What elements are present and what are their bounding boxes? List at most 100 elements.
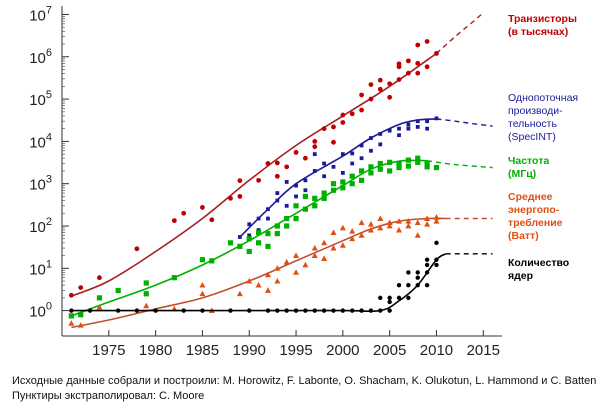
data-point	[255, 229, 262, 236]
chart-area: 1975 1980 1985 1990 1995 2000 2005 2010 20151001…	[29, 4, 578, 359]
data-point	[256, 216, 261, 221]
footer-source: Исходные данные собрали и построили: M. …	[12, 375, 597, 387]
data-point	[396, 61, 402, 67]
data-point	[396, 160, 402, 167]
x-tick-label: 1980	[139, 342, 172, 359]
data-point	[330, 229, 337, 235]
data-point	[246, 236, 252, 242]
data-point	[405, 70, 411, 76]
data-point	[265, 243, 271, 249]
data-point	[294, 183, 298, 188]
data-point	[358, 232, 365, 238]
data-point	[78, 285, 84, 290]
data-point	[406, 122, 411, 127]
y-tick-exponent: 2	[46, 216, 52, 228]
legend-label-line: тельность	[508, 118, 557, 130]
data-point	[96, 295, 103, 301]
data-point	[377, 166, 383, 172]
data-point	[367, 221, 374, 227]
data-point	[387, 168, 393, 174]
data-point	[368, 170, 374, 176]
x-tick-label: 1985	[186, 342, 219, 359]
data-point	[69, 308, 74, 313]
data-point	[237, 235, 242, 239]
y-tick-label: 104	[29, 131, 52, 151]
data-point	[312, 169, 317, 173]
data-point	[397, 126, 401, 131]
y-tick-exponent: 3	[46, 174, 52, 186]
data-point	[350, 161, 355, 166]
series-trend-line	[71, 159, 428, 317]
y-tick-base: 10	[29, 304, 46, 321]
data-point	[405, 163, 411, 169]
data-point	[424, 257, 430, 262]
data-point	[424, 160, 430, 167]
data-point	[321, 255, 328, 261]
data-point	[237, 243, 243, 249]
y-tick-exponent: 4	[46, 131, 52, 143]
data-point	[311, 252, 318, 258]
data-point	[255, 281, 262, 288]
data-point	[265, 308, 271, 313]
data-point	[377, 215, 384, 221]
data-point	[331, 139, 336, 145]
data-point	[377, 86, 383, 92]
x-tick-label: 2010	[420, 342, 453, 359]
y-tick-label: 106	[29, 47, 52, 67]
data-point	[266, 207, 270, 212]
data-point	[77, 322, 84, 328]
legend-label: Транзисторы (в тысячах)	[508, 13, 577, 38]
data-point	[143, 280, 149, 286]
data-point	[424, 262, 430, 268]
data-point	[405, 222, 412, 229]
data-point	[425, 126, 430, 131]
data-point	[143, 291, 149, 297]
data-point	[415, 282, 420, 288]
series-extrapolation-line	[427, 160, 493, 169]
y-tick-base: 10	[29, 219, 46, 236]
data-point	[143, 302, 150, 309]
legend-label-line: Среднее	[508, 191, 553, 203]
data-point	[340, 112, 346, 118]
data-point	[274, 265, 281, 271]
data-point	[171, 218, 177, 224]
y-tick-exponent: 5	[46, 89, 52, 101]
data-point	[237, 178, 243, 184]
y-tick-base: 10	[29, 177, 46, 194]
data-point	[396, 165, 402, 171]
data-point	[350, 151, 355, 156]
data-point	[340, 120, 346, 125]
data-point	[256, 177, 261, 183]
y-tick-exponent: 1	[46, 258, 52, 270]
data-point	[340, 179, 346, 185]
legend-label-line: Транзисторы	[508, 13, 577, 25]
y-tick-base: 10	[29, 134, 46, 151]
data-point	[415, 42, 421, 48]
data-point	[387, 94, 393, 100]
data-point	[247, 308, 252, 313]
data-point	[349, 181, 355, 187]
data-point	[274, 223, 280, 229]
footer-extrapolation-note: Пунктиры экстраполировал: C. Moore	[12, 390, 205, 402]
data-point	[274, 277, 281, 284]
y-tick-label: 101	[29, 258, 52, 278]
data-point	[275, 198, 280, 203]
data-point	[359, 107, 364, 113]
data-point	[153, 308, 158, 313]
data-point	[378, 295, 383, 301]
data-point	[424, 215, 431, 221]
data-point	[358, 168, 365, 174]
data-point	[228, 195, 233, 201]
series-extrapolation-line	[436, 12, 484, 54]
data-point	[330, 181, 337, 187]
y-tick-base: 10	[29, 92, 46, 109]
data-point	[414, 232, 421, 238]
legend-label-line: (МГц)	[508, 168, 536, 180]
data-point	[303, 188, 308, 193]
data-point	[115, 287, 121, 294]
data-point	[199, 290, 206, 297]
data-point	[387, 295, 392, 301]
data-point	[284, 180, 289, 184]
series-trend-line	[71, 253, 447, 313]
data-point	[406, 282, 411, 288]
